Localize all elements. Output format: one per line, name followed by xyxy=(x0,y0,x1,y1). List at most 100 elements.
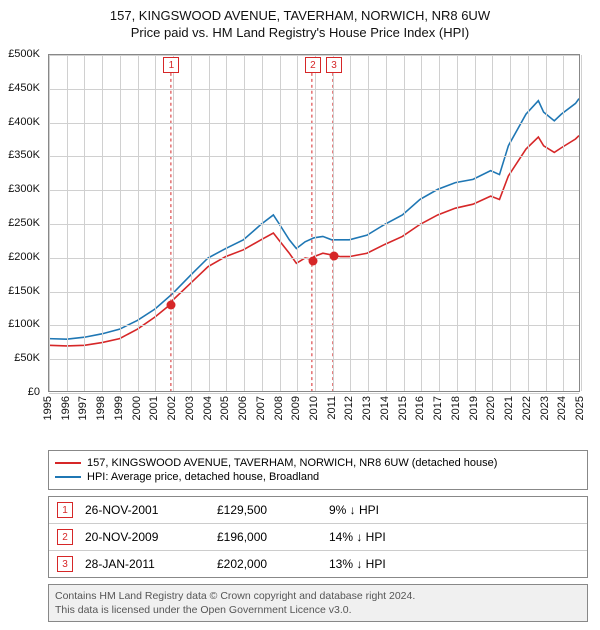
attribution-line1: Contains HM Land Registry data © Crown c… xyxy=(55,589,581,603)
y-tick-label: £200K xyxy=(8,251,40,263)
x-tick-label: 2024 xyxy=(556,396,568,420)
x-tick-label: 2018 xyxy=(450,396,462,420)
gridline-v xyxy=(475,55,476,391)
gridline-v xyxy=(492,55,493,391)
series-hpi xyxy=(49,99,579,340)
transaction-row: 328-JAN-2011£202,00013% ↓ HPI xyxy=(49,550,587,577)
gridline-v xyxy=(262,55,263,391)
marker-box: 1 xyxy=(163,57,179,73)
transaction-hpi: 9% ↓ HPI xyxy=(329,503,379,517)
legend-swatch xyxy=(55,476,81,478)
series-property xyxy=(49,136,579,346)
gridline-v xyxy=(155,55,156,391)
gridline-v xyxy=(404,55,405,391)
gridline-h xyxy=(49,325,579,326)
x-tick-label: 2012 xyxy=(343,396,355,420)
x-tick-label: 1996 xyxy=(60,396,72,420)
x-tick-label: 2005 xyxy=(219,396,231,420)
y-tick-label: £150K xyxy=(8,285,40,297)
gridline-v xyxy=(546,55,547,391)
x-tick-label: 2011 xyxy=(326,396,338,420)
gridline-h xyxy=(49,89,579,90)
transaction-date: 28-JAN-2011 xyxy=(85,557,205,571)
x-tick-label: 1997 xyxy=(77,396,89,420)
x-tick-label: 2019 xyxy=(468,396,480,420)
legend-label: HPI: Average price, detached house, Broa… xyxy=(87,471,319,483)
y-tick-label: £100K xyxy=(8,318,40,330)
gridline-v xyxy=(49,55,50,391)
gridline-v xyxy=(439,55,440,391)
legend-label: 157, KINGSWOOD AVENUE, TAVERHAM, NORWICH… xyxy=(87,457,497,469)
transaction-hpi: 13% ↓ HPI xyxy=(329,557,386,571)
x-tick-label: 2013 xyxy=(361,396,373,420)
transaction-row: 2 20-NOV-2009 £196,000 14% ↓ HPI xyxy=(49,523,587,550)
x-tick-label: 2010 xyxy=(308,396,320,420)
chart-title-block: 157, KINGSWOOD AVENUE, TAVERHAM, NORWICH… xyxy=(0,0,600,44)
gridline-v xyxy=(173,55,174,391)
gridline-h xyxy=(49,55,579,56)
gridline-v xyxy=(528,55,529,391)
gridline-h xyxy=(49,224,579,225)
legend-row: 157, KINGSWOOD AVENUE, TAVERHAM, NORWICH… xyxy=(55,457,581,469)
x-axis-ticks: 1995199619971998199920002001200220032004… xyxy=(48,392,580,444)
gridline-v xyxy=(581,55,582,391)
legend-row: HPI: Average price, detached house, Broa… xyxy=(55,471,581,483)
gridline-v xyxy=(350,55,351,391)
x-tick-label: 2003 xyxy=(184,396,196,420)
gridline-h xyxy=(49,190,579,191)
x-tick-label: 2009 xyxy=(290,396,302,420)
gridline-h xyxy=(49,156,579,157)
y-tick-label: £350K xyxy=(8,149,40,161)
gridline-v xyxy=(209,55,210,391)
y-tick-label: £500K xyxy=(8,48,40,60)
marker-box: 3 xyxy=(326,57,342,73)
transaction-hpi: 14% ↓ HPI xyxy=(329,530,386,544)
x-tick-label: 2017 xyxy=(432,396,444,420)
y-tick-label: £300K xyxy=(8,183,40,195)
transaction-marker: 3 xyxy=(57,556,73,572)
gridline-v xyxy=(333,55,334,391)
gridline-v xyxy=(421,55,422,391)
x-tick-label: 1995 xyxy=(42,396,54,420)
y-axis-ticks: £0£50K£100K£150K£200K£250K£300K£350K£400… xyxy=(0,54,44,392)
x-tick-label: 1998 xyxy=(95,396,107,420)
x-tick-label: 2023 xyxy=(539,396,551,420)
legend: 157, KINGSWOOD AVENUE, TAVERHAM, NORWICH… xyxy=(48,450,588,490)
y-tick-label: £250K xyxy=(8,217,40,229)
transaction-marker: 1 xyxy=(57,502,73,518)
y-tick-label: £400K xyxy=(8,116,40,128)
sale-dot xyxy=(308,256,317,265)
x-tick-label: 2008 xyxy=(273,396,285,420)
line-series-svg xyxy=(49,55,579,391)
x-tick-label: 2015 xyxy=(397,396,409,420)
x-tick-label: 2022 xyxy=(521,396,533,420)
transaction-price: £129,500 xyxy=(217,503,317,517)
gridline-v xyxy=(386,55,387,391)
gridline-v xyxy=(102,55,103,391)
transaction-price: £196,000 xyxy=(217,530,317,544)
x-tick-label: 1999 xyxy=(113,396,125,420)
legend-swatch xyxy=(55,462,81,464)
title-address: 157, KINGSWOOD AVENUE, TAVERHAM, NORWICH… xyxy=(0,8,600,23)
x-tick-label: 2006 xyxy=(237,396,249,420)
gridline-h xyxy=(49,292,579,293)
gridline-v xyxy=(67,55,68,391)
gridline-v xyxy=(138,55,139,391)
plot-area: 123 xyxy=(48,54,580,392)
x-tick-label: 2021 xyxy=(503,396,515,420)
gridline-v xyxy=(457,55,458,391)
gridline-h xyxy=(49,123,579,124)
gridline-v xyxy=(120,55,121,391)
gridline-h xyxy=(49,359,579,360)
x-tick-label: 2007 xyxy=(255,396,267,420)
transaction-date: 20-NOV-2009 xyxy=(85,530,205,544)
transaction-row: 126-NOV-2001£129,5009% ↓ HPI xyxy=(49,497,587,523)
sale-dot xyxy=(329,252,338,261)
transaction-marker: 2 xyxy=(57,529,73,545)
sale-dot xyxy=(167,301,176,310)
x-tick-label: 2020 xyxy=(485,396,497,420)
x-tick-label: 2000 xyxy=(131,396,143,420)
gridline-v xyxy=(244,55,245,391)
gridline-v xyxy=(315,55,316,391)
title-subtitle: Price paid vs. HM Land Registry's House … xyxy=(0,25,600,40)
